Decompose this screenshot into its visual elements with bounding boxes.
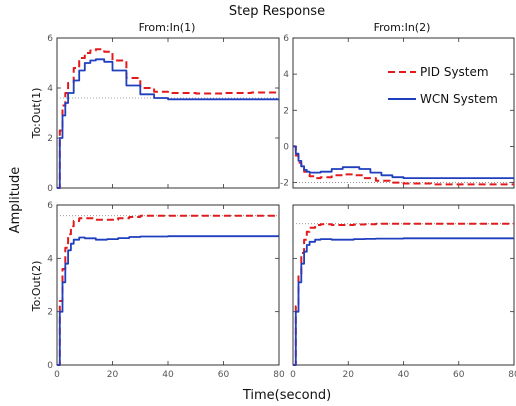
x-tick-label: 40 bbox=[162, 370, 174, 380]
wcn-series-line bbox=[57, 58, 279, 189]
y-tick-label: 4 bbox=[283, 70, 289, 80]
legend-label-pid: PID System bbox=[420, 65, 489, 79]
y-tick-label: 6 bbox=[283, 34, 289, 44]
chart-title: Step Response bbox=[229, 4, 325, 19]
pid-series-line bbox=[57, 48, 280, 189]
pid-series-line bbox=[293, 145, 514, 186]
pid-series-line bbox=[293, 222, 514, 366]
y-tick-label: 2 bbox=[283, 106, 289, 116]
x-tick-label: 20 bbox=[343, 370, 355, 380]
y-tick-label: 2 bbox=[47, 134, 53, 144]
wcn-series-line bbox=[293, 145, 514, 179]
wcn-series-line bbox=[57, 235, 279, 366]
x-tick-label: 80 bbox=[508, 370, 516, 380]
legend: PID System WCN System bbox=[388, 65, 498, 106]
x-tick-label: 20 bbox=[107, 370, 119, 380]
panel-r0c0: 0 2 4 6 bbox=[47, 34, 280, 194]
row-title-out1: To:Out(1) bbox=[30, 88, 43, 140]
y-tick-label: 4 bbox=[47, 84, 53, 94]
y-tick-label: 2 bbox=[47, 308, 53, 318]
x-axis-label: Time(second) bbox=[242, 388, 331, 403]
y-tick-label: 6 bbox=[47, 201, 53, 211]
y-tick-label: 4 bbox=[47, 254, 53, 264]
y-tick-label: 0 bbox=[47, 184, 53, 194]
column-title-in1: From:In(1) bbox=[139, 21, 196, 34]
x-tick-label: 0 bbox=[290, 370, 296, 380]
x-tick-label: 80 bbox=[273, 370, 285, 380]
y-tick-label: 6 bbox=[47, 34, 53, 44]
x-tick-label: 60 bbox=[218, 370, 230, 380]
pid-series-line bbox=[57, 214, 279, 366]
y-axis-label: Amplitude bbox=[8, 167, 23, 234]
panel-r0c1: -2 0 2 4 6 bbox=[280, 34, 515, 189]
y-tick-label: 0 bbox=[47, 361, 53, 371]
row-title-out2: To:Out(2) bbox=[30, 261, 43, 313]
panel-r1c1: 0 20 40 60 80 bbox=[290, 204, 516, 380]
panel-frame bbox=[292, 204, 515, 366]
panel-frame bbox=[292, 37, 515, 189]
y-tick-label: -2 bbox=[280, 179, 289, 189]
x-tick-label: 40 bbox=[398, 370, 410, 380]
x-tick-label: 0 bbox=[54, 370, 60, 380]
wcn-series-line bbox=[293, 237, 514, 366]
y-tick-label: 0 bbox=[283, 142, 289, 152]
x-tick-label: 60 bbox=[453, 370, 465, 380]
panel-frame bbox=[56, 204, 280, 366]
legend-label-wcn: WCN System bbox=[420, 92, 498, 106]
column-title-in2: From:In(2) bbox=[374, 21, 431, 34]
